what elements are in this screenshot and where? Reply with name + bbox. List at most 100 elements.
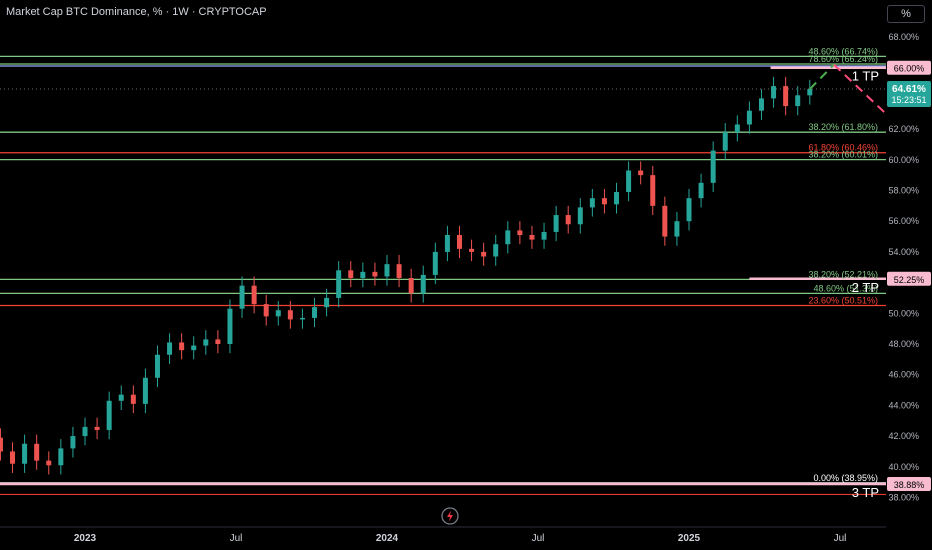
candle-body (771, 86, 777, 99)
candles (0, 76, 813, 475)
candle-body (553, 215, 559, 232)
candle-body (263, 304, 269, 317)
candle-body (70, 436, 76, 449)
candle-body (251, 285, 257, 305)
price-badge (887, 476, 931, 491)
candle-body (698, 182, 704, 199)
fib-label: 48.60% (51.3%) (813, 283, 878, 293)
candle-body (686, 198, 692, 222)
candle-body (517, 230, 523, 236)
target-label: 2 TP (852, 280, 879, 295)
x-tick-label: Jul (532, 533, 545, 544)
candle-body (203, 339, 209, 346)
y-tick-label: 42.00% (888, 431, 919, 441)
candle-body (674, 221, 680, 237)
fib-label: 48.60% (66.74%) (808, 46, 878, 56)
projections (809, 63, 932, 159)
y-tick-label: 62.00% (888, 124, 919, 134)
y-tick-label: 40.00% (888, 462, 919, 472)
target-lines (0, 66, 886, 486)
candle-body (493, 244, 499, 257)
candle-body (372, 271, 378, 277)
candle-body (82, 426, 88, 437)
fib-label: 38.20% (60.01%) (808, 150, 878, 160)
candle-body (227, 308, 233, 344)
x-tick-label: Jul (834, 533, 847, 544)
candle-body (34, 443, 40, 461)
x-tick-label: Jul (230, 533, 243, 544)
candle-body (154, 354, 160, 378)
y-tick-label: 58.00% (888, 186, 919, 196)
price-badge (887, 60, 931, 75)
candle-body (505, 230, 511, 245)
y-tick-label: 48.00% (888, 339, 919, 349)
y-tick-label: 54.00% (888, 247, 919, 257)
last-price-text: 64.61% (892, 84, 926, 95)
candle-body (614, 192, 620, 205)
candle-body (746, 110, 752, 125)
candle-body (783, 86, 789, 107)
candle-body (0, 437, 3, 452)
candle-body (239, 285, 245, 309)
candle-body (215, 339, 221, 344)
candle-body (662, 205, 668, 237)
x-tick-label: 2025 (678, 533, 701, 544)
y-tick-label: 46.00% (888, 370, 919, 380)
candle-body (299, 317, 305, 320)
fib-label: 38.20% (52.21%) (808, 269, 878, 279)
y-tick-label: 56.00% (888, 216, 919, 226)
candle-body (384, 264, 390, 277)
y-tick-label: 68.00% (888, 32, 919, 42)
candle-body (396, 264, 402, 278)
x-tick-label: 2023 (74, 533, 97, 544)
chart-title: Market Cap BTC Dominance, % · 1W · CRYPT… (6, 6, 267, 18)
candle-body (638, 170, 644, 176)
candle-body (22, 443, 28, 464)
percent-scale-button[interactable]: % (887, 5, 925, 23)
candle-body (807, 89, 813, 96)
candle-body (795, 95, 801, 107)
candle-body (601, 198, 607, 205)
last-price-badge (887, 81, 931, 108)
price-badge (887, 271, 931, 286)
candle-body (565, 215, 571, 225)
candle-body (118, 394, 124, 401)
candle-body (710, 150, 716, 183)
countdown-text: 15:23:51 (891, 95, 926, 105)
candle-body (758, 98, 764, 111)
candle-body (577, 207, 583, 225)
candle-body (312, 307, 318, 318)
candle-body (348, 270, 354, 278)
projection-up-line[interactable] (809, 63, 835, 90)
price-badge-text: 66.00% (894, 64, 925, 74)
candle-body (167, 342, 173, 355)
candle-body (589, 198, 595, 208)
candle-body (541, 231, 547, 240)
y-tick-label: 60.00% (888, 155, 919, 165)
target-label: 3 TP (852, 485, 879, 500)
candle-body (734, 124, 740, 133)
x-tick-label: 2024 (376, 533, 399, 544)
price-badge-text: 52.25% (894, 275, 925, 285)
candle-body (46, 460, 52, 466)
y-tick-label: 38.00% (888, 493, 919, 503)
target-label: 1 TP (852, 69, 879, 84)
candle-body (179, 342, 185, 351)
candle-body (287, 310, 293, 320)
fib-label: 23.60% (50.51%) (808, 295, 878, 305)
candle-body (456, 235, 462, 249)
candle-body (94, 426, 100, 430)
fib-label: 78.60% (66.24%) (808, 54, 878, 64)
y-tick-label: 50.00% (888, 308, 919, 318)
candle-body (529, 235, 535, 240)
candle-body (722, 132, 728, 151)
candle-body (444, 235, 450, 252)
candle-body (481, 251, 487, 257)
lightning-icon[interactable] (441, 507, 459, 525)
candle-body (432, 251, 438, 275)
candle-body (275, 310, 281, 317)
candle-body (469, 248, 475, 252)
candle-body (626, 170, 632, 193)
